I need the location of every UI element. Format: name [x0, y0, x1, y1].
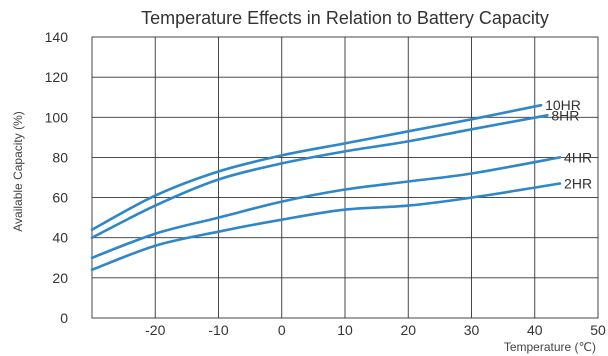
series-label-2hr: 2HR [564, 176, 592, 192]
y-tick-label: 120 [45, 69, 69, 85]
series-label-4hr: 4HR [564, 149, 592, 165]
y-tick-label: 0 [60, 310, 68, 326]
series-line-2hr [90, 182, 562, 272]
x-tick-label: 0 [278, 322, 286, 338]
y-tick-label: 140 [45, 29, 69, 45]
series-label-8hr: 8HR [551, 107, 579, 123]
y-tick-label: 80 [52, 149, 68, 165]
x-tick-label: 40 [527, 322, 543, 338]
x-tick-label: -20 [145, 322, 165, 338]
x-tick-label: 20 [400, 322, 416, 338]
chart-title: Temperature Effects in Relation to Batte… [141, 8, 549, 28]
series-line-10hr [90, 103, 543, 231]
series-line-4hr [90, 156, 562, 260]
series-label-10hr: 10HR [545, 97, 581, 113]
x-tick-label: -10 [208, 322, 228, 338]
x-tick-label: 50 [590, 322, 606, 338]
x-tick-label: 30 [464, 322, 480, 338]
y-tick-label: 60 [52, 190, 68, 206]
series-line-8hr [90, 114, 549, 239]
grid [91, 36, 599, 319]
y-tick-label: 100 [45, 109, 69, 125]
series-lines [90, 103, 562, 272]
tick-labels: 0 20 40 60 80 100 120 140 -20 -10 0 10 20 30 40 50 [45, 29, 606, 338]
x-tick-label: 10 [337, 322, 353, 338]
y-axis-label: Available Capacity (%) [11, 111, 25, 232]
x-axis-label: Temperature (℃) [504, 340, 596, 354]
y-tick-label: 40 [52, 230, 68, 246]
y-tick-label: 20 [52, 270, 68, 286]
